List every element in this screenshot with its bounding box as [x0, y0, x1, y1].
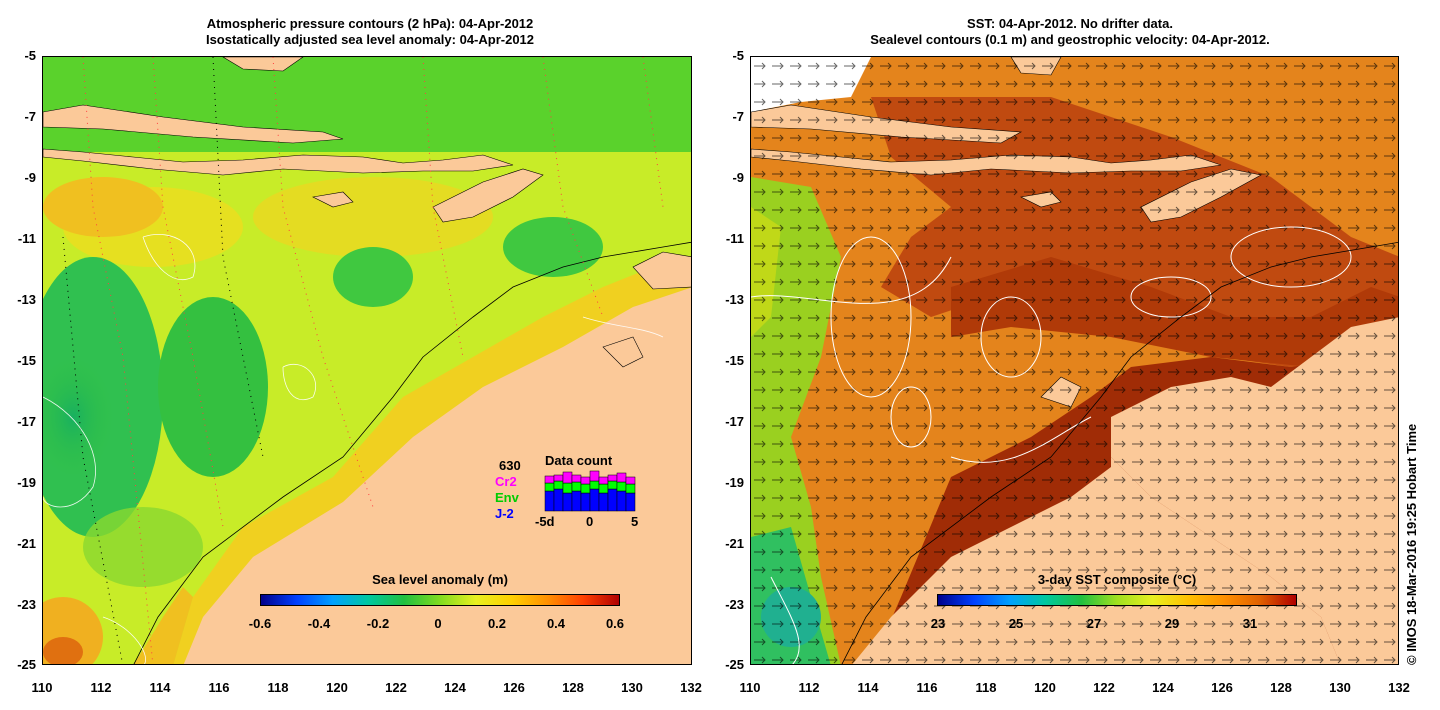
data-count-inset: 630 Cr2 Env J-2 Data count -5d 0 5	[483, 450, 643, 530]
left-x-tick: 118	[267, 680, 289, 695]
left-x-tick: 122	[385, 680, 407, 695]
data-count-xtick-5: 5	[631, 514, 639, 529]
right-x-tick: 120	[1034, 680, 1056, 695]
left-y-tick: -17	[17, 414, 36, 429]
right-y-tick: -15	[725, 353, 744, 368]
sla-tick: -0.6	[248, 616, 272, 631]
right-x-tick: 122	[1093, 680, 1115, 695]
data-count-bars	[544, 470, 636, 512]
right-x-tick: 110	[739, 680, 761, 695]
left-y-tick: -15	[17, 353, 36, 368]
left-x-tick: 124	[444, 680, 466, 695]
right-x-tick: 116	[916, 680, 938, 695]
sla-tick: 0.6	[605, 616, 625, 631]
left-map-title: Atmospheric pressure contours (2 hPa): 0…	[170, 16, 570, 48]
sla-tick: 0	[434, 616, 442, 631]
right-x-tick: 112	[798, 680, 820, 695]
left-y-tick: -7	[24, 109, 36, 124]
data-count-total: 630	[499, 458, 521, 473]
sst-tick: 25	[1008, 616, 1024, 631]
data-count-series-cr2: Cr2	[495, 474, 517, 489]
sla-tick: -0.4	[307, 616, 331, 631]
sla-tick: 0.2	[487, 616, 507, 631]
left-title-line2: Isostatically adjusted sea level anomaly…	[205, 32, 535, 47]
sst-tick: 29	[1164, 616, 1180, 631]
sst-colorbar	[937, 594, 1297, 606]
left-x-tick: 132	[680, 680, 702, 695]
right-x-tick: 118	[975, 680, 997, 695]
left-y-tick: -19	[17, 475, 36, 490]
data-count-title: Data count	[545, 453, 613, 468]
right-y-tick: -5	[732, 48, 744, 63]
sla-tick: 0.4	[546, 616, 566, 631]
sst-tick: 31	[1242, 616, 1258, 631]
left-title-line1: Atmospheric pressure contours (2 hPa): 0…	[206, 16, 534, 31]
right-x-tick: 132	[1388, 680, 1410, 695]
left-y-tick: -5	[24, 48, 36, 63]
right-y-tick: -19	[725, 475, 744, 490]
right-y-tick: -23	[725, 597, 744, 612]
sst-tick: 27	[1086, 616, 1102, 631]
sst-map[interactable]	[750, 56, 1399, 665]
right-y-tick: -21	[725, 536, 744, 551]
left-x-tick: 120	[326, 680, 348, 695]
right-x-tick: 130	[1329, 680, 1351, 695]
right-y-tick: -13	[725, 292, 744, 307]
right-y-tick: -17	[725, 414, 744, 429]
right-title-line1: SST: 04-Apr-2012. No drifter data.	[967, 16, 1173, 31]
left-y-tick: -21	[17, 536, 36, 551]
right-y-tick: -9	[732, 170, 744, 185]
right-map-title: SST: 04-Apr-2012. No drifter data. Seale…	[830, 16, 1310, 48]
left-y-tick: -9	[24, 170, 36, 185]
left-y-tick: -13	[17, 292, 36, 307]
left-x-tick: 128	[562, 680, 584, 695]
left-x-tick: 110	[31, 680, 53, 695]
sst-tick: 23	[930, 616, 946, 631]
left-x-tick: 112	[90, 680, 112, 695]
left-y-tick: -23	[17, 597, 36, 612]
right-y-tick: -7	[732, 109, 744, 124]
left-y-tick: -11	[17, 231, 36, 246]
right-x-tick: 114	[857, 680, 879, 695]
left-x-tick: 116	[208, 680, 230, 695]
copyright-notice: © IMOS 18-Mar-2016 19:25 Hobart Time	[1404, 423, 1419, 665]
sst-map-graphic	[751, 57, 1398, 664]
left-x-tick: 126	[503, 680, 525, 695]
sst-colorbar-title: 3-day SST composite (°C)	[1037, 572, 1197, 587]
data-count-series-j2: J-2	[495, 506, 514, 521]
sla-map-graphic	[43, 57, 691, 664]
data-count-xtick-neg5d: -5d	[535, 514, 555, 529]
left-x-tick: 130	[621, 680, 643, 695]
left-y-tick: -25	[17, 657, 36, 672]
sea-level-anomaly-map[interactable]: 630 Cr2 Env J-2 Data count -5d 0 5	[42, 56, 692, 665]
left-x-tick: 114	[149, 680, 171, 695]
right-x-tick: 124	[1152, 680, 1174, 695]
sla-colorbar	[260, 594, 620, 606]
sla-colorbar-title: Sea level anomaly (m)	[372, 572, 508, 587]
sla-tick: -0.2	[366, 616, 390, 631]
right-y-tick: -11	[725, 231, 744, 246]
data-count-xtick-0: 0	[586, 514, 594, 529]
right-x-tick: 126	[1211, 680, 1233, 695]
right-title-line2: Sealevel contours (0.1 m) and geostrophi…	[870, 32, 1270, 47]
right-x-tick: 128	[1270, 680, 1292, 695]
data-count-series-env: Env	[495, 490, 519, 505]
right-y-tick: -25	[725, 657, 744, 672]
